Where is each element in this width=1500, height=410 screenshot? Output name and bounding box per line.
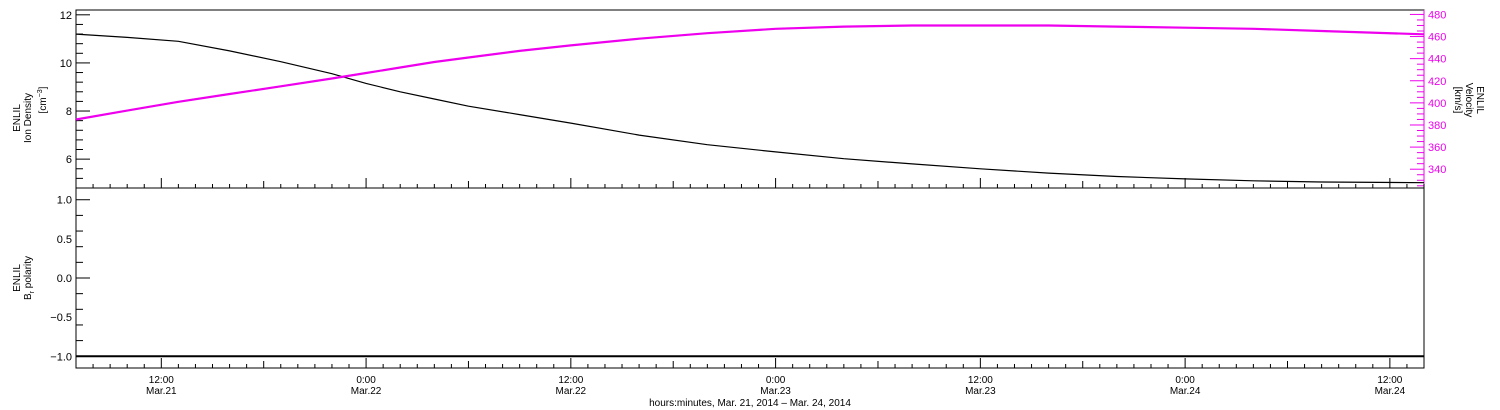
density-unit-pre: [cm — [38, 97, 49, 113]
x-tick-time-label: 0:00 — [1175, 375, 1195, 386]
top-panel-frame — [75, 9, 1425, 189]
polarity-label-sub: r — [29, 290, 36, 293]
polarity-tick-label: −0.5 — [50, 312, 72, 324]
polarity-axis-title-line2: Br polarity — [23, 256, 36, 300]
velocity-tick-label: 380 — [1428, 120, 1446, 132]
x-tick-time-label: 12:00 — [558, 375, 583, 386]
x-tick-date-label: Mar.23 — [760, 386, 791, 397]
density-unit-sup: −3 — [37, 89, 44, 97]
velocity-tick-label: 480 — [1428, 9, 1446, 21]
density-axis-unit: [cm−3] — [37, 86, 49, 113]
x-tick-date-label: Mar.22 — [556, 386, 587, 397]
polarity-tick-label: 1.0 — [57, 195, 72, 207]
series-layer — [75, 24, 1425, 358]
density-tick-label: 10 — [60, 58, 72, 70]
x-tick-time-label: 12:00 — [149, 375, 174, 386]
density-tick-label: 12 — [60, 10, 72, 22]
velocity-tick-label: 400 — [1428, 98, 1446, 110]
velocity-series-line — [75, 24, 1425, 121]
density-tick-label: 6 — [66, 154, 72, 166]
x-tick-date-label: Mar.21 — [146, 386, 177, 397]
velocity-tick-label: 440 — [1428, 54, 1446, 66]
velocity-axis-ticks: 340 360 380 400 420 440 460 480 — [1410, 9, 1446, 188]
polarity-axis-title-line1: ENLIL — [12, 264, 23, 292]
top-time-axis-ticks — [75, 178, 1425, 188]
polarity-label-post: polarity — [23, 256, 34, 291]
x-tick-date-label: Mar.24 — [1375, 386, 1406, 397]
polarity-tick-label: 0.5 — [57, 234, 72, 246]
velocity-tick-label: 360 — [1428, 142, 1446, 154]
x-axis-title: hours:minutes, Mar. 21, 2014 – Mar. 24, … — [649, 398, 851, 409]
bottom-time-axis-ticks: 12:00Mar.210:00Mar.2212:00Mar.220:00Mar.… — [75, 358, 1425, 397]
x-tick-date-label: Mar.24 — [1170, 386, 1201, 397]
x-tick-date-label: Mar.23 — [965, 386, 996, 397]
bottom-panel-frame — [75, 187, 1425, 369]
polarity-tick-label: −1.0 — [50, 351, 72, 363]
x-tick-date-label: Mar.22 — [351, 386, 382, 397]
velocity-axis-unit: [km/s] — [1452, 87, 1463, 114]
velocity-tick-label: 340 — [1428, 164, 1446, 176]
polarity-tick-label: 0.0 — [57, 273, 72, 285]
x-tick-time-label: 0:00 — [356, 375, 376, 386]
density-axis-title-line2: Ion Density — [23, 93, 34, 143]
density-axis-title-line1: ENLIL — [12, 104, 23, 132]
velocity-axis-title-line2: Velocity — [1463, 83, 1474, 117]
x-tick-time-label: 12:00 — [968, 375, 993, 386]
density-series-line — [75, 33, 1425, 184]
velocity-axis-title-line1: ENLIL — [1474, 86, 1485, 114]
velocity-tick-label: 420 — [1428, 76, 1446, 88]
x-tick-time-label: 0:00 — [766, 375, 786, 386]
density-axis-ticks: 6 8 10 12 — [60, 10, 90, 189]
density-unit-post: ] — [38, 86, 49, 89]
polarity-label-b: B — [23, 293, 34, 300]
density-tick-label: 8 — [66, 106, 72, 118]
velocity-tick-label: 460 — [1428, 32, 1446, 44]
x-tick-time-label: 12:00 — [1377, 375, 1402, 386]
polarity-axis-ticks: −1.0 −0.5 0.0 0.5 1.0 — [50, 195, 90, 363]
